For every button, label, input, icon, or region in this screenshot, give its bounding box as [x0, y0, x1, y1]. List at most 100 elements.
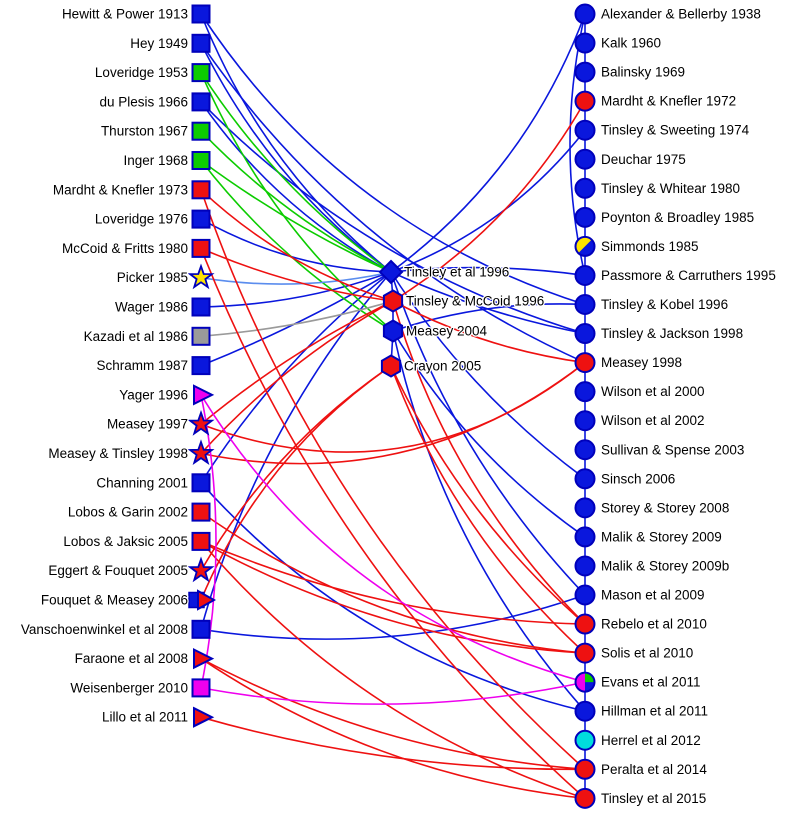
circle-node-icon: [574, 90, 596, 112]
node-R20[interactable]: [574, 555, 596, 577]
label-L3: Loveridge 1953: [95, 65, 188, 80]
label-R24: Evans et al 2011: [601, 675, 701, 690]
circle-node-icon: [574, 439, 596, 461]
node-L20[interactable]: [187, 556, 215, 583]
node-L18[interactable]: [191, 502, 211, 522]
edge-L3-M3: [200, 72, 394, 332]
node-R14[interactable]: [574, 381, 596, 403]
node-R28[interactable]: [574, 787, 596, 809]
label-L7: Mardht & Knefler 1973: [53, 182, 188, 197]
node-R23[interactable]: [574, 642, 596, 664]
node-L23[interactable]: [193, 647, 215, 670]
node-L11[interactable]: [191, 297, 211, 317]
square-node-icon: [191, 4, 211, 24]
node-R13[interactable]: [574, 352, 596, 374]
square-node-icon: [191, 33, 211, 53]
node-L16[interactable]: [187, 439, 215, 466]
node-R8[interactable]: [574, 206, 596, 228]
edge-L16-R13: [200, 361, 586, 465]
node-L6[interactable]: [191, 151, 211, 170]
node-L7[interactable]: [191, 180, 211, 200]
hexagon-node-icon: [382, 319, 404, 343]
triangle-node-icon: [193, 706, 215, 728]
square-node-icon: [191, 209, 211, 229]
label-R1: Alexander & Bellerby 1938: [601, 7, 761, 22]
node-L1[interactable]: [191, 4, 211, 24]
node-L22[interactable]: [191, 619, 211, 639]
node-R1[interactable]: [574, 3, 596, 25]
node-R15[interactable]: [574, 410, 596, 432]
node-R25[interactable]: [574, 700, 596, 722]
node-R22[interactable]: [574, 613, 596, 635]
label-M1: Tinsley et al 1996: [404, 265, 509, 280]
node-R24[interactable]: [574, 671, 596, 693]
label-R12: Tinsley & Jackson 1998: [601, 326, 743, 341]
node-R18[interactable]: [574, 497, 596, 519]
node-L17[interactable]: [191, 473, 211, 493]
edge-M4-R23: [390, 365, 586, 654]
node-L8[interactable]: [191, 209, 211, 229]
label-R20: Malik & Storey 2009b: [601, 558, 729, 573]
node-R17[interactable]: [574, 468, 596, 490]
circle-node-icon: [574, 206, 596, 228]
label-L14: Yager 1996: [119, 387, 188, 402]
node-L9[interactable]: [191, 238, 211, 258]
label-M3: Measey 2004: [406, 324, 488, 339]
node-R12[interactable]: [574, 323, 596, 345]
square-node-icon: [191, 356, 211, 376]
node-L19[interactable]: [191, 531, 211, 551]
node-R2[interactable]: [574, 32, 596, 54]
node-L25[interactable]: [193, 706, 215, 728]
circle-node-icon: [574, 177, 596, 199]
node-R4[interactable]: [574, 90, 596, 112]
node-R21[interactable]: [574, 584, 596, 606]
label-L9: McCoid & Fritts 1980: [62, 241, 188, 256]
square-node-icon: [191, 326, 211, 346]
label-L22: Vanschoenwinkel et al 2008: [21, 622, 188, 637]
node-L24[interactable]: [191, 678, 211, 698]
node-L21[interactable]: [188, 589, 217, 611]
square-node-icon: [191, 121, 211, 141]
node-R5[interactable]: [574, 119, 596, 141]
label-R10: Passmore & Carruthers 1995: [601, 268, 776, 283]
node-L12[interactable]: [191, 326, 211, 346]
node-R26[interactable]: [574, 729, 596, 751]
node-L15[interactable]: [187, 409, 215, 436]
node-R7[interactable]: [574, 177, 596, 199]
edge-L9-R28: [200, 248, 586, 799]
node-M1[interactable]: [378, 259, 404, 285]
node-L3[interactable]: [191, 63, 211, 83]
node-R10[interactable]: [574, 264, 596, 286]
node-L10[interactable]: [187, 263, 215, 290]
node-L14[interactable]: [193, 384, 215, 406]
node-R6[interactable]: [574, 148, 596, 170]
node-R16[interactable]: [574, 439, 596, 461]
node-R9[interactable]: [574, 235, 596, 257]
node-R11[interactable]: [574, 294, 596, 315]
label-L8: Loveridge 1976: [95, 212, 188, 227]
node-M3[interactable]: [382, 319, 404, 343]
square-node-icon: [191, 502, 211, 522]
edge-L1-M1: [200, 13, 392, 273]
circle-node-icon: [574, 323, 596, 345]
edge-M1-R5: [390, 129, 586, 273]
label-R17: Sinsch 2006: [601, 471, 675, 486]
circle-node-icon: [574, 584, 596, 606]
node-M4[interactable]: [380, 354, 402, 378]
node-L5[interactable]: [191, 121, 211, 141]
node-R19[interactable]: [574, 526, 596, 548]
label-R14: Wilson et al 2000: [601, 384, 705, 399]
label-R15: Wilson et al 2002: [601, 413, 705, 428]
node-L2[interactable]: [191, 33, 211, 53]
circle-node-icon: [574, 352, 596, 374]
node-R3[interactable]: [574, 61, 596, 83]
pie-node-outline: [574, 235, 596, 257]
edge-L10-M1: [200, 271, 392, 285]
node-L4[interactable]: [191, 92, 211, 112]
label-R16: Sullivan & Spense 2003: [601, 442, 744, 457]
node-L13[interactable]: [191, 356, 211, 376]
node-R27[interactable]: [574, 758, 596, 780]
square-node-icon: [191, 92, 211, 112]
edge-L19-R28: [200, 540, 586, 800]
node-M2[interactable]: [382, 289, 404, 313]
